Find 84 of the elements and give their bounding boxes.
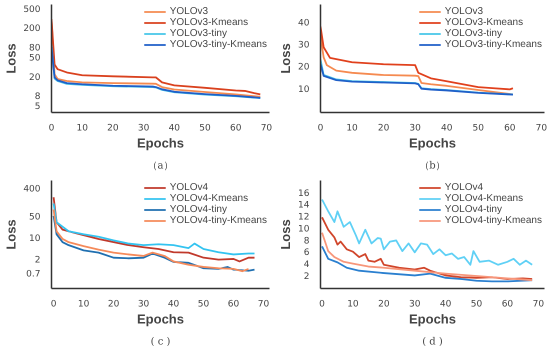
x-tick-label: 20	[378, 300, 390, 310]
x-tick-label: 50	[198, 300, 210, 310]
legend-label: YOLOv4-tiny	[444, 204, 502, 215]
y-axis-title: Loss	[278, 219, 294, 250]
legend-label: YOLOv4-tiny	[170, 204, 227, 215]
y-tick-label: 8	[34, 92, 41, 102]
x-axis-title: Epochs	[137, 136, 184, 150]
x-tick-label: 50	[199, 124, 212, 134]
x-tick-label: 0	[50, 300, 57, 310]
x-tick-label: 70	[532, 300, 544, 310]
x-tick-label: 30	[138, 124, 150, 134]
y-tick-label: 2	[34, 255, 41, 266]
y-tick-label: 80	[29, 44, 41, 54]
y-tick-label: 30	[298, 40, 310, 51]
legend-label: YOLOv3	[170, 6, 208, 17]
y-tick-label: 2	[304, 272, 310, 282]
x-tick-label: 60	[228, 300, 240, 310]
x-tick-label: 40	[440, 124, 453, 134]
x-tick-label: 60	[504, 124, 516, 134]
x-tick-label: 0	[48, 124, 55, 134]
y-tick-label: 20	[298, 62, 310, 73]
y-tick-label: 500	[23, 4, 41, 15]
text: （b）	[419, 160, 446, 172]
x-tick-label: 10	[347, 300, 359, 310]
text: ( d )	[422, 336, 443, 348]
legend-label: YOLOv4-tiny-Kmeans	[444, 215, 542, 226]
x-tick-label: 70	[536, 124, 548, 134]
legend-label: YOLOv3-tiny	[170, 28, 227, 39]
x-tick-label: 30	[138, 300, 150, 310]
y-tick-label: 5	[34, 102, 41, 112]
x-tick-label: 60	[502, 300, 514, 310]
x-axis-title: Epochs	[409, 136, 456, 150]
y-tick-label: 200	[23, 24, 41, 34]
y-tick-label: 12	[298, 212, 310, 223]
x-tick-label: 10	[76, 124, 88, 134]
y-tick-label: 10	[29, 234, 41, 244]
y-tick-label: 50	[29, 212, 41, 222]
legend-label: YOLOv3-Kmeans	[170, 17, 248, 28]
x-tick-label: 10	[346, 124, 358, 134]
legend-label: YOLOv3-tiny-Kmeans	[170, 39, 267, 50]
x-tick-label: 20	[378, 124, 390, 134]
x-tick-label: 20	[108, 300, 120, 310]
y-tick-label: 8	[304, 236, 310, 246]
y-tick-label: 4	[304, 260, 310, 270]
legend-label: YOLOv3	[444, 6, 484, 17]
y-tick-label: 40	[298, 18, 310, 29]
x-tick-label: 40	[440, 300, 452, 310]
x-tick-label: 0	[319, 300, 326, 310]
legend-label: YOLOv3-Kmeans	[444, 17, 524, 28]
x-tick-label: 50	[470, 300, 483, 310]
x-axis-title: Epochs	[409, 312, 456, 326]
y-tick-label: 50	[29, 53, 41, 64]
y-tick-label: 14	[298, 200, 310, 211]
legend-label: YOLOv4-Kmeans	[444, 193, 524, 204]
y-axis-title: Loss	[3, 219, 18, 250]
y-tick-label: 400	[23, 184, 41, 194]
x-tick-label: 40	[168, 300, 180, 310]
y-tick-label: 6	[304, 248, 310, 258]
text: ( c )	[150, 336, 170, 348]
x-axis-title: Epochs	[137, 312, 184, 326]
y-tick-label: 0.7	[26, 270, 41, 280]
y-axis-title: Loss	[278, 43, 294, 74]
x-tick-label: 30	[409, 124, 422, 134]
x-tick-label: 10	[78, 300, 90, 310]
legend-label: YOLOv4	[170, 182, 208, 193]
x-tick-label: 60	[230, 124, 242, 134]
x-tick-label: 20	[107, 124, 119, 134]
legend-label: YOLOv4-tiny-Kmeans	[170, 215, 267, 226]
x-tick-label: 40	[168, 124, 180, 134]
legend-label: YOLOv3-tiny	[444, 28, 502, 39]
y-tick-label: 10	[298, 84, 310, 95]
legend-label: YOLOv4	[444, 182, 484, 193]
legend-label: YOLOv3-tiny-Kmeans	[444, 39, 542, 50]
y-tick-label: 20	[29, 72, 41, 83]
y-tick-label: 16	[298, 188, 310, 199]
text: （a）	[148, 160, 174, 172]
x-tick-label: 70	[260, 124, 272, 134]
x-tick-label: 50	[472, 124, 484, 134]
x-tick-label: 70	[258, 300, 270, 310]
y-tick-label: 10	[298, 224, 310, 234]
y-axis-title: Loss	[3, 43, 18, 74]
legend-label: YOLOv4-Kmeans	[170, 193, 248, 204]
x-tick-label: 0	[318, 124, 324, 134]
x-tick-label: 30	[409, 300, 421, 310]
